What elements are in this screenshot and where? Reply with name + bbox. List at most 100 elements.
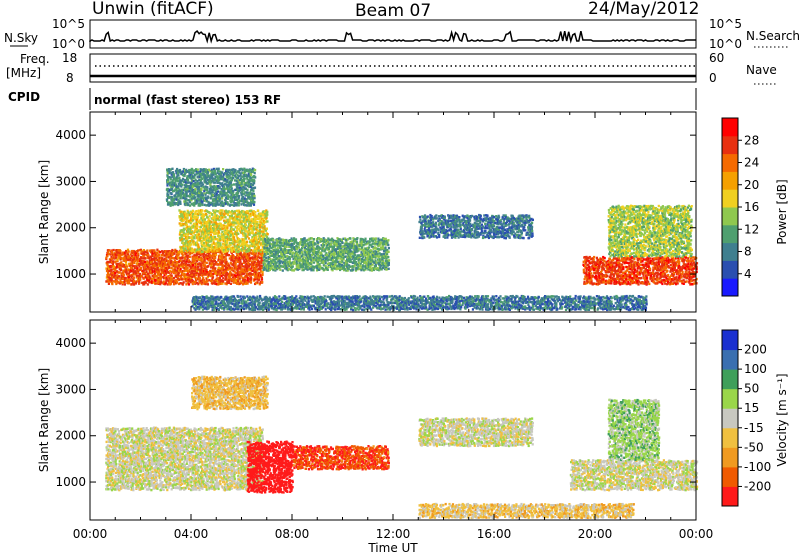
range-gate-cell xyxy=(242,261,246,264)
range-gate-cell xyxy=(314,255,317,258)
range-gate-cell xyxy=(197,202,200,206)
range-gate-cell xyxy=(335,260,338,263)
range-gate-cell xyxy=(232,255,235,258)
range-gate-cell xyxy=(265,215,268,218)
range-gate-cell xyxy=(134,255,137,258)
range-gate-cell xyxy=(179,259,182,263)
range-gate-cell xyxy=(139,262,142,266)
range-gate-cell xyxy=(188,280,191,283)
range-gate-cell xyxy=(184,190,187,193)
range-gate-cell xyxy=(272,260,275,263)
range-gate-cell xyxy=(262,234,265,237)
range-gate-cell xyxy=(294,246,297,249)
range-gate-cell xyxy=(254,254,257,257)
range-gate-cell xyxy=(215,253,218,256)
range-gate-cell xyxy=(241,168,244,172)
range-gate-cell xyxy=(241,270,244,273)
freq-strip: Freq. [MHz] 18 8 60 0 Nave xyxy=(6,51,777,85)
range-gate-cell xyxy=(193,250,196,254)
range-gate-cell xyxy=(247,195,250,199)
range-gate-cell xyxy=(172,276,175,280)
range-gate-cell xyxy=(240,224,243,228)
range-gate-cell xyxy=(225,239,229,243)
range-gate-cell xyxy=(232,228,236,231)
range-gate-cell xyxy=(179,274,182,278)
range-gate-cell xyxy=(186,175,189,178)
range-gate-cell xyxy=(247,223,251,226)
range-gate-cell xyxy=(224,241,227,245)
range-gate-cell xyxy=(219,193,222,196)
range-gate-cell xyxy=(298,261,301,264)
range-gate-cell xyxy=(317,250,320,254)
range-gate-cell xyxy=(249,221,252,224)
range-gate-cell xyxy=(209,170,212,173)
range-gate-cell xyxy=(266,260,269,263)
range-gate-cell xyxy=(270,259,273,263)
range-gate-cell xyxy=(155,274,158,278)
range-gate-cell xyxy=(320,252,323,255)
range-gate-cell xyxy=(250,231,253,235)
range-gate-cell xyxy=(229,277,233,281)
range-gate-cell xyxy=(250,202,253,205)
range-gate-cell xyxy=(195,281,199,285)
range-gate-cell xyxy=(198,278,201,281)
range-gate-cell xyxy=(339,244,342,247)
range-gate-cell xyxy=(236,202,239,205)
range-gate-cell xyxy=(136,259,140,263)
range-gate-cell xyxy=(317,241,320,244)
range-gate-cell xyxy=(260,270,263,273)
range-gate-cell xyxy=(228,272,231,275)
range-gate-cell xyxy=(215,272,218,275)
range-gate-cell xyxy=(265,235,269,239)
range-gate-cell xyxy=(222,187,225,190)
range-gate-cell xyxy=(213,192,216,195)
range-gate-cell xyxy=(204,174,207,177)
range-gate-cell xyxy=(254,239,257,243)
range-gate-cell xyxy=(176,261,179,264)
range-gate-cell xyxy=(236,254,239,257)
range-gate-cell xyxy=(125,256,128,259)
range-gate-cell xyxy=(166,269,169,272)
range-gate-cell xyxy=(364,254,367,257)
range-gate-cell xyxy=(263,226,266,230)
range-gate-cell xyxy=(202,168,205,171)
range-gate-cell xyxy=(268,261,271,264)
range-gate-cell xyxy=(200,187,203,190)
range-gate-cell xyxy=(272,263,275,266)
range-gate-cell xyxy=(169,269,172,273)
range-gate-cell xyxy=(236,229,239,233)
range-gate-cell xyxy=(222,173,225,176)
range-gate-cell xyxy=(158,274,161,277)
range-gate-cell xyxy=(169,181,172,184)
range-gate-cell xyxy=(304,264,307,267)
range-gate-cell xyxy=(246,212,250,215)
range-gate-cell xyxy=(266,251,269,254)
range-gate-cell xyxy=(119,249,122,253)
range-gate-cell xyxy=(343,248,346,251)
range-gate-cell xyxy=(196,216,199,219)
range-gate-cell xyxy=(255,270,258,273)
range-gate-cell xyxy=(245,218,249,221)
range-gate-cell xyxy=(109,278,112,282)
range-gate-cell xyxy=(175,279,178,282)
range-gate-cell xyxy=(121,253,124,256)
range-gate-cell xyxy=(149,255,153,259)
range-gate-cell xyxy=(313,247,316,251)
range-gate-cell xyxy=(228,215,232,218)
range-gate-cell xyxy=(201,197,205,200)
range-gate-cell xyxy=(352,237,355,240)
range-gate-cell xyxy=(137,269,140,273)
range-gate-cell xyxy=(235,198,239,201)
range-gate-cell xyxy=(200,241,203,244)
range-gate-cell xyxy=(325,242,328,245)
range-gate-cell xyxy=(223,215,226,219)
range-gate-cell xyxy=(253,196,256,200)
range-gate-cell xyxy=(316,262,319,265)
range-gate-cell xyxy=(191,224,194,227)
range-gate-cell xyxy=(211,176,214,180)
range-gate-cell xyxy=(141,252,144,255)
range-gate-cell xyxy=(248,172,251,176)
range-gate-cell xyxy=(240,247,243,251)
range-gate-cell xyxy=(265,209,268,212)
